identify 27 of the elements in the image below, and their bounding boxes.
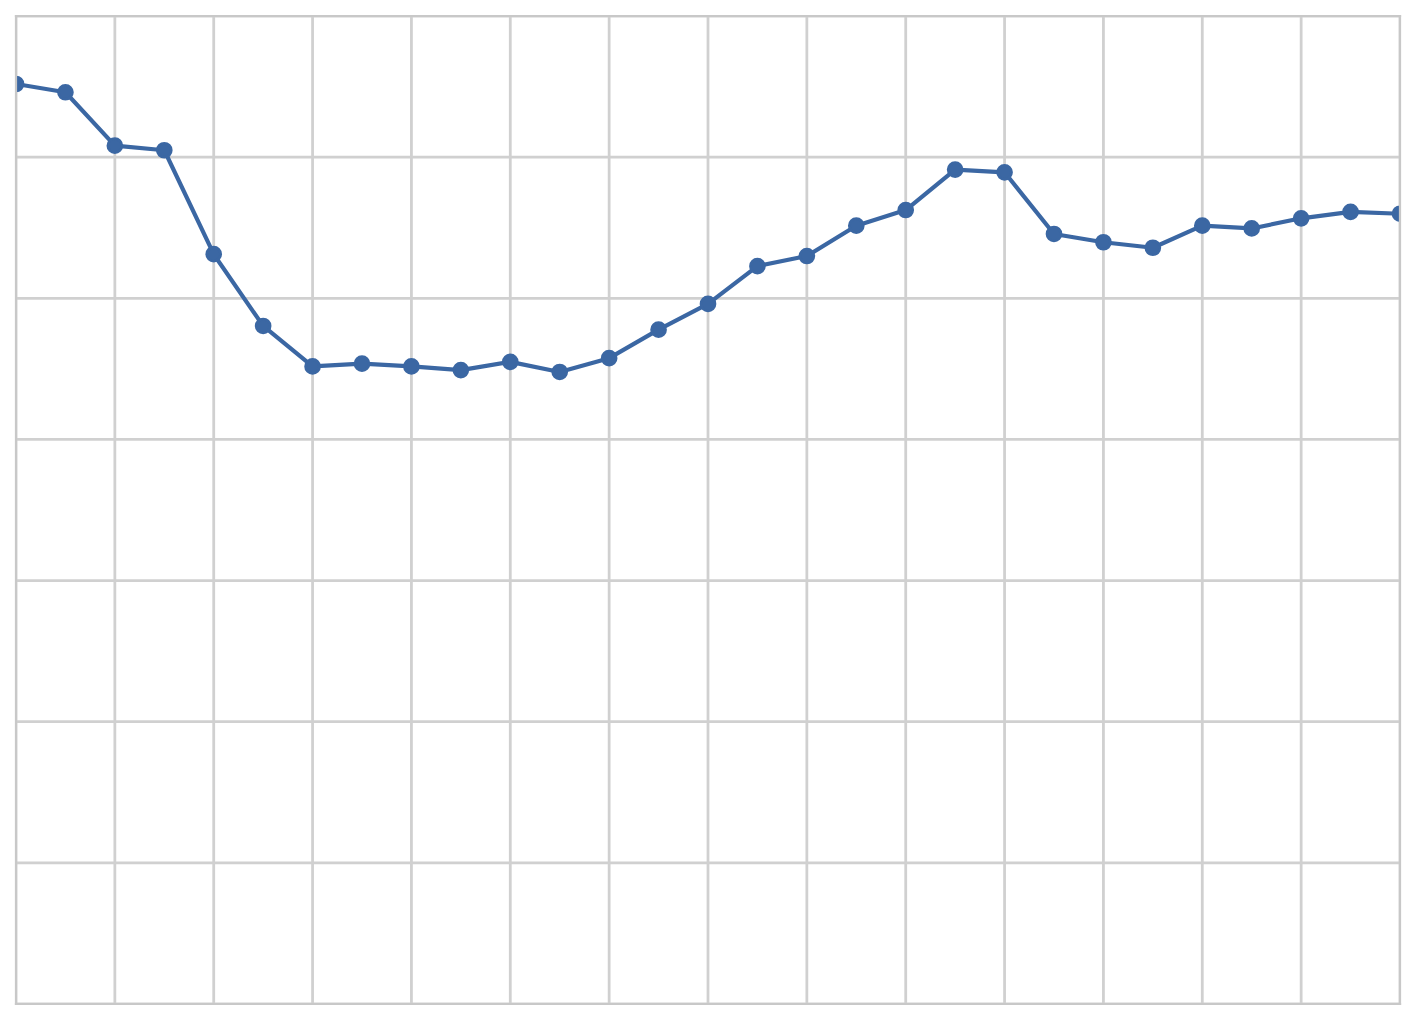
point <box>798 247 816 265</box>
point <box>1144 239 1162 257</box>
point <box>749 257 766 275</box>
point <box>996 163 1013 181</box>
point <box>1243 220 1261 237</box>
point <box>205 245 223 263</box>
point <box>1292 209 1310 227</box>
point <box>106 137 124 154</box>
point <box>650 321 667 338</box>
point <box>57 83 74 101</box>
point <box>1193 217 1211 235</box>
point <box>551 363 569 381</box>
point <box>1095 233 1112 251</box>
point <box>600 349 618 367</box>
point <box>155 141 173 159</box>
point <box>946 161 964 178</box>
point <box>501 353 519 371</box>
point <box>699 295 717 313</box>
point <box>403 358 420 375</box>
point <box>254 317 272 335</box>
point <box>452 361 470 379</box>
point <box>897 201 915 219</box>
point <box>847 217 865 235</box>
point <box>1045 225 1063 243</box>
point <box>304 358 321 375</box>
point <box>353 355 371 373</box>
point <box>1342 203 1359 221</box>
